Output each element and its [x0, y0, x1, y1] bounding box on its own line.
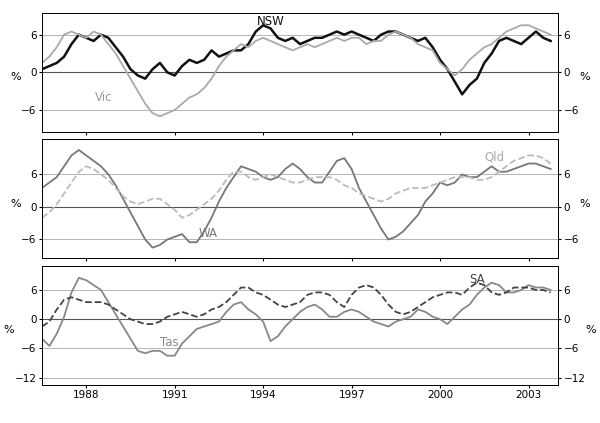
- Y-axis label: %: %: [10, 199, 21, 209]
- Y-axis label: %: %: [586, 325, 596, 335]
- Text: NSW: NSW: [257, 15, 285, 28]
- Y-axis label: %: %: [579, 199, 590, 209]
- Y-axis label: %: %: [10, 72, 21, 82]
- Y-axis label: %: %: [4, 325, 14, 335]
- Text: Tas: Tas: [160, 336, 179, 349]
- Text: Vic: Vic: [95, 91, 113, 104]
- Text: Qld: Qld: [484, 151, 505, 164]
- Y-axis label: %: %: [579, 72, 590, 82]
- Text: WA: WA: [198, 227, 217, 240]
- Text: SA: SA: [470, 273, 485, 286]
